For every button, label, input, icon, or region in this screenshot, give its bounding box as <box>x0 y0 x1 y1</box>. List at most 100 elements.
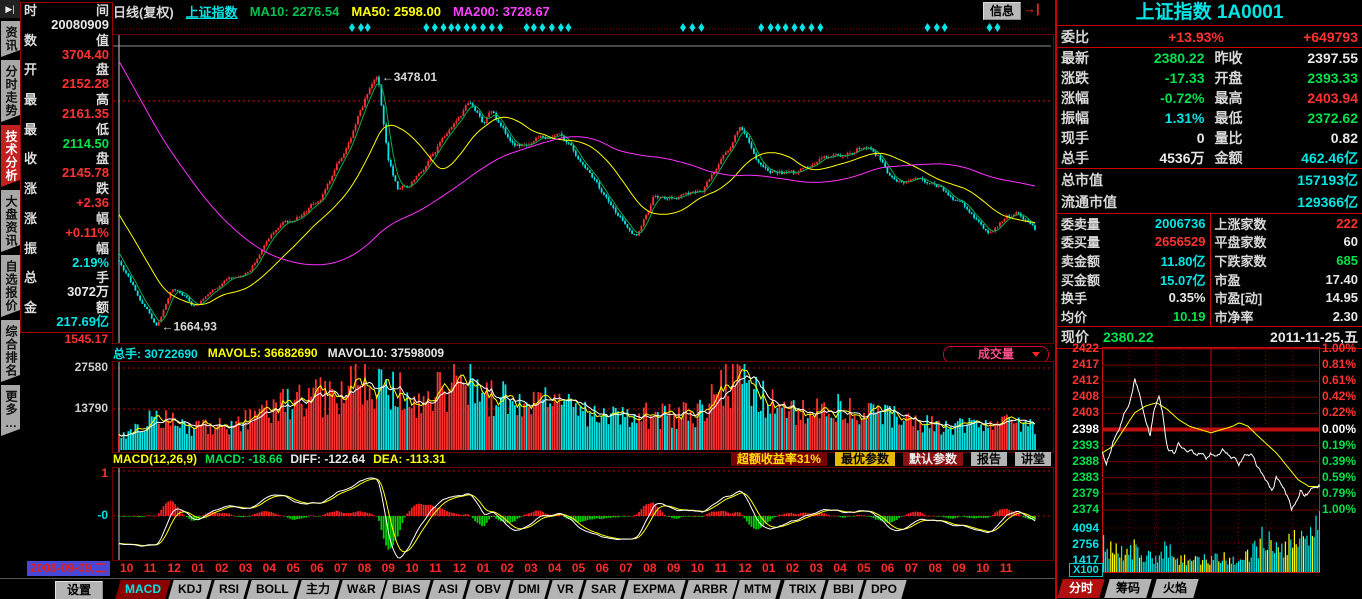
info-field-label: 时间 <box>24 3 109 18</box>
sidebar-item-3[interactable]: 技术分析 <box>1 125 20 187</box>
intraday-pct-tick: 0.79% <box>1322 485 1357 500</box>
excess-return-badge: 超额收益率31% <box>730 451 827 466</box>
indicator-tab-RSI[interactable]: RSI <box>209 580 249 599</box>
right-tab-分时[interactable]: 分时 <box>1057 579 1105 598</box>
month-tick: 02 <box>215 561 229 575</box>
candlestick-chart[interactable]: ←3478.01 ←1664.93 <box>112 34 1054 344</box>
info-field-row: 最低 2114.50 <box>21 122 112 152</box>
month-tick: 02 <box>500 561 514 575</box>
optimal-params-button[interactable]: 最优参数 <box>834 451 895 466</box>
info-field-label: 开盘 <box>24 62 109 78</box>
ma10-legend: MA10: 2276.54 <box>249 3 340 19</box>
info-arrow-icon[interactable]: →| <box>1023 1 1040 16</box>
indicator-tab-KDJ[interactable]: KDJ <box>168 580 212 599</box>
right-tab-筹码[interactable]: 筹码 <box>1104 579 1152 598</box>
indicator-tab-W&R[interactable]: W&R <box>336 580 386 599</box>
macd-scale-top: 1 <box>101 466 108 480</box>
lecture-button[interactable]: 讲堂 <box>1014 451 1051 466</box>
report-button[interactable]: 报告 <box>970 451 1007 466</box>
month-tick: 06 <box>595 561 609 575</box>
indicator-tab-DPO[interactable]: DPO <box>861 580 907 599</box>
quote-pair-row: 最新 2380.22 昨收 2397.55 <box>1061 50 1358 66</box>
dropdown-arrow-icon <box>1032 352 1040 357</box>
quote-pair-row: 现手 0 量比 0.82 <box>1061 130 1358 146</box>
crosshair-info-panel: 时间 20080909 数值 3704.40 开盘 2152.28 最高 2161.35 最低 2… <box>20 2 113 333</box>
quote-stat-row: 卖金额 11.80亿 <box>1061 253 1206 269</box>
indicator-tab-ARBR[interactable]: ARBR <box>683 580 738 599</box>
intraday-price-tick: 2398 <box>1072 421 1099 436</box>
sidebar-item-7[interactable]: 更多… <box>1 385 20 436</box>
quote-columns: 委卖量 2006736 委买量 2656529 卖金额 11.80亿 买金额 15.07亿 换手… <box>1057 213 1362 327</box>
quote-column-right: 上涨家数 222 平盘家数 60 下跌家数 685 市盈 17.40 市盈[动] 14.95 市净率… <box>1209 214 1362 326</box>
indicator-tab-DMI[interactable]: DMI <box>508 580 550 599</box>
month-tick: 03 <box>524 561 538 575</box>
month-tick: 12 <box>167 561 181 575</box>
indicator-tab-EXPMA[interactable]: EXPMA <box>623 580 686 599</box>
settings-button[interactable]: 设置 <box>55 581 103 599</box>
indicator-tab-TRIX[interactable]: TRIX <box>779 580 826 599</box>
sidebar-item-6[interactable]: 综合排名 <box>1 320 20 382</box>
indicator-tab-主力[interactable]: 主力 <box>295 580 340 599</box>
indicator-tab-BBI[interactable]: BBI <box>823 580 864 599</box>
info-field-value: +2.36 <box>76 195 109 211</box>
info-field-row: 总手 3072万 <box>21 270 112 300</box>
month-tick: 04 <box>833 561 847 575</box>
month-tick: 04 <box>262 561 277 575</box>
intraday-pct-tick: 0.22% <box>1322 405 1357 420</box>
intraday-pct-tick: 1.00% <box>1322 341 1357 355</box>
quote-pair-row: 总手 4536万 金额 462.46亿 <box>1061 150 1358 166</box>
default-params-button[interactable]: 默认参数 <box>902 451 963 466</box>
symbol-label[interactable]: 上证指数 <box>185 4 238 20</box>
indicator-tab-BIAS[interactable]: BIAS <box>382 580 431 599</box>
month-tick: 01 <box>762 561 776 575</box>
indicator-tab-BOLL[interactable]: BOLL <box>246 580 299 599</box>
collapse-sidebar-icon[interactable]: ▶| <box>0 0 20 18</box>
macd-chart[interactable] <box>112 467 1054 561</box>
intraday-price-tick: 2422 <box>1072 341 1099 355</box>
month-tick: 06 <box>880 561 895 575</box>
sidebar-item-2[interactable]: 分时走势 <box>1 60 20 122</box>
info-field-value: +0.11% <box>65 224 109 240</box>
intraday-price-tick: 2374 <box>1072 502 1099 516</box>
month-tick: 03 <box>809 561 823 575</box>
sidebar-item-1[interactable]: 资讯 <box>1 21 20 57</box>
intraday-pct-tick: 0.81% <box>1322 357 1357 372</box>
month-tick: 12 <box>452 561 467 575</box>
info-field-value: 2.19% <box>72 254 109 270</box>
period-label[interactable]: 日线(复权) <box>113 4 174 20</box>
diff-value-label: DIFF: -122.64 <box>290 451 366 466</box>
intraday-price-tick: 2388 <box>1072 453 1099 468</box>
weibi-row: 委比 +13.93% +649793 <box>1057 26 1362 48</box>
quote-pair-row: 涨跌 -17.33 开盘 2393.33 <box>1061 70 1358 86</box>
weibi-value: +13.93% <box>1168 28 1224 45</box>
month-tick: 12 <box>738 561 752 575</box>
ma50-legend: MA50: 2598.00 <box>351 3 441 19</box>
month-tick: 09 <box>381 561 395 575</box>
quote-stat-row: 上涨家数 222 <box>1214 215 1359 232</box>
info-field-row: 最高 2161.35 <box>21 92 112 122</box>
weibi-value2: +649793 <box>1303 28 1358 45</box>
volume-chart[interactable] <box>112 361 1054 453</box>
quote-stat-row: 均价 10.19 <box>1061 308 1206 325</box>
intraday-chart[interactable] <box>1102 347 1320 573</box>
month-tick: 11 <box>999 561 1013 575</box>
indicator-tab-ASI[interactable]: ASI <box>428 580 468 599</box>
month-tick: 07 <box>334 561 348 575</box>
month-tick: 05 <box>286 561 300 575</box>
current-price-value: 2380.22 <box>1103 329 1154 346</box>
indicator-tab-OBV[interactable]: OBV <box>465 580 511 599</box>
indicator-tab-MACD[interactable]: MACD <box>115 580 171 599</box>
info-field-row: 开盘 2152.28 <box>21 62 112 92</box>
info-button[interactable]: 信息 <box>983 2 1021 20</box>
volume-multiplier-label: X100 <box>1069 563 1103 577</box>
right-tab-火焰[interactable]: 火焰 <box>1151 579 1199 598</box>
sidebar-item-4[interactable]: 大盘资讯 <box>1 190 20 252</box>
indicator-tab-SAR[interactable]: SAR <box>581 580 626 599</box>
info-field-row: 涨跌 +2.36 <box>21 181 112 211</box>
sidebar-item-5[interactable]: 自选报价 <box>1 255 20 317</box>
quote-stat-row: 市净率 2.30 <box>1214 308 1359 325</box>
indicator-tab-MTM[interactable]: MTM <box>734 580 782 599</box>
indicator-tab-VR[interactable]: VR <box>547 580 584 599</box>
current-price-row: 现价 2380.22 2011-11-25,五 <box>1057 327 1362 349</box>
market-cap-rows: 总市值 157193亿 流通市值 129366亿 <box>1057 169 1362 213</box>
